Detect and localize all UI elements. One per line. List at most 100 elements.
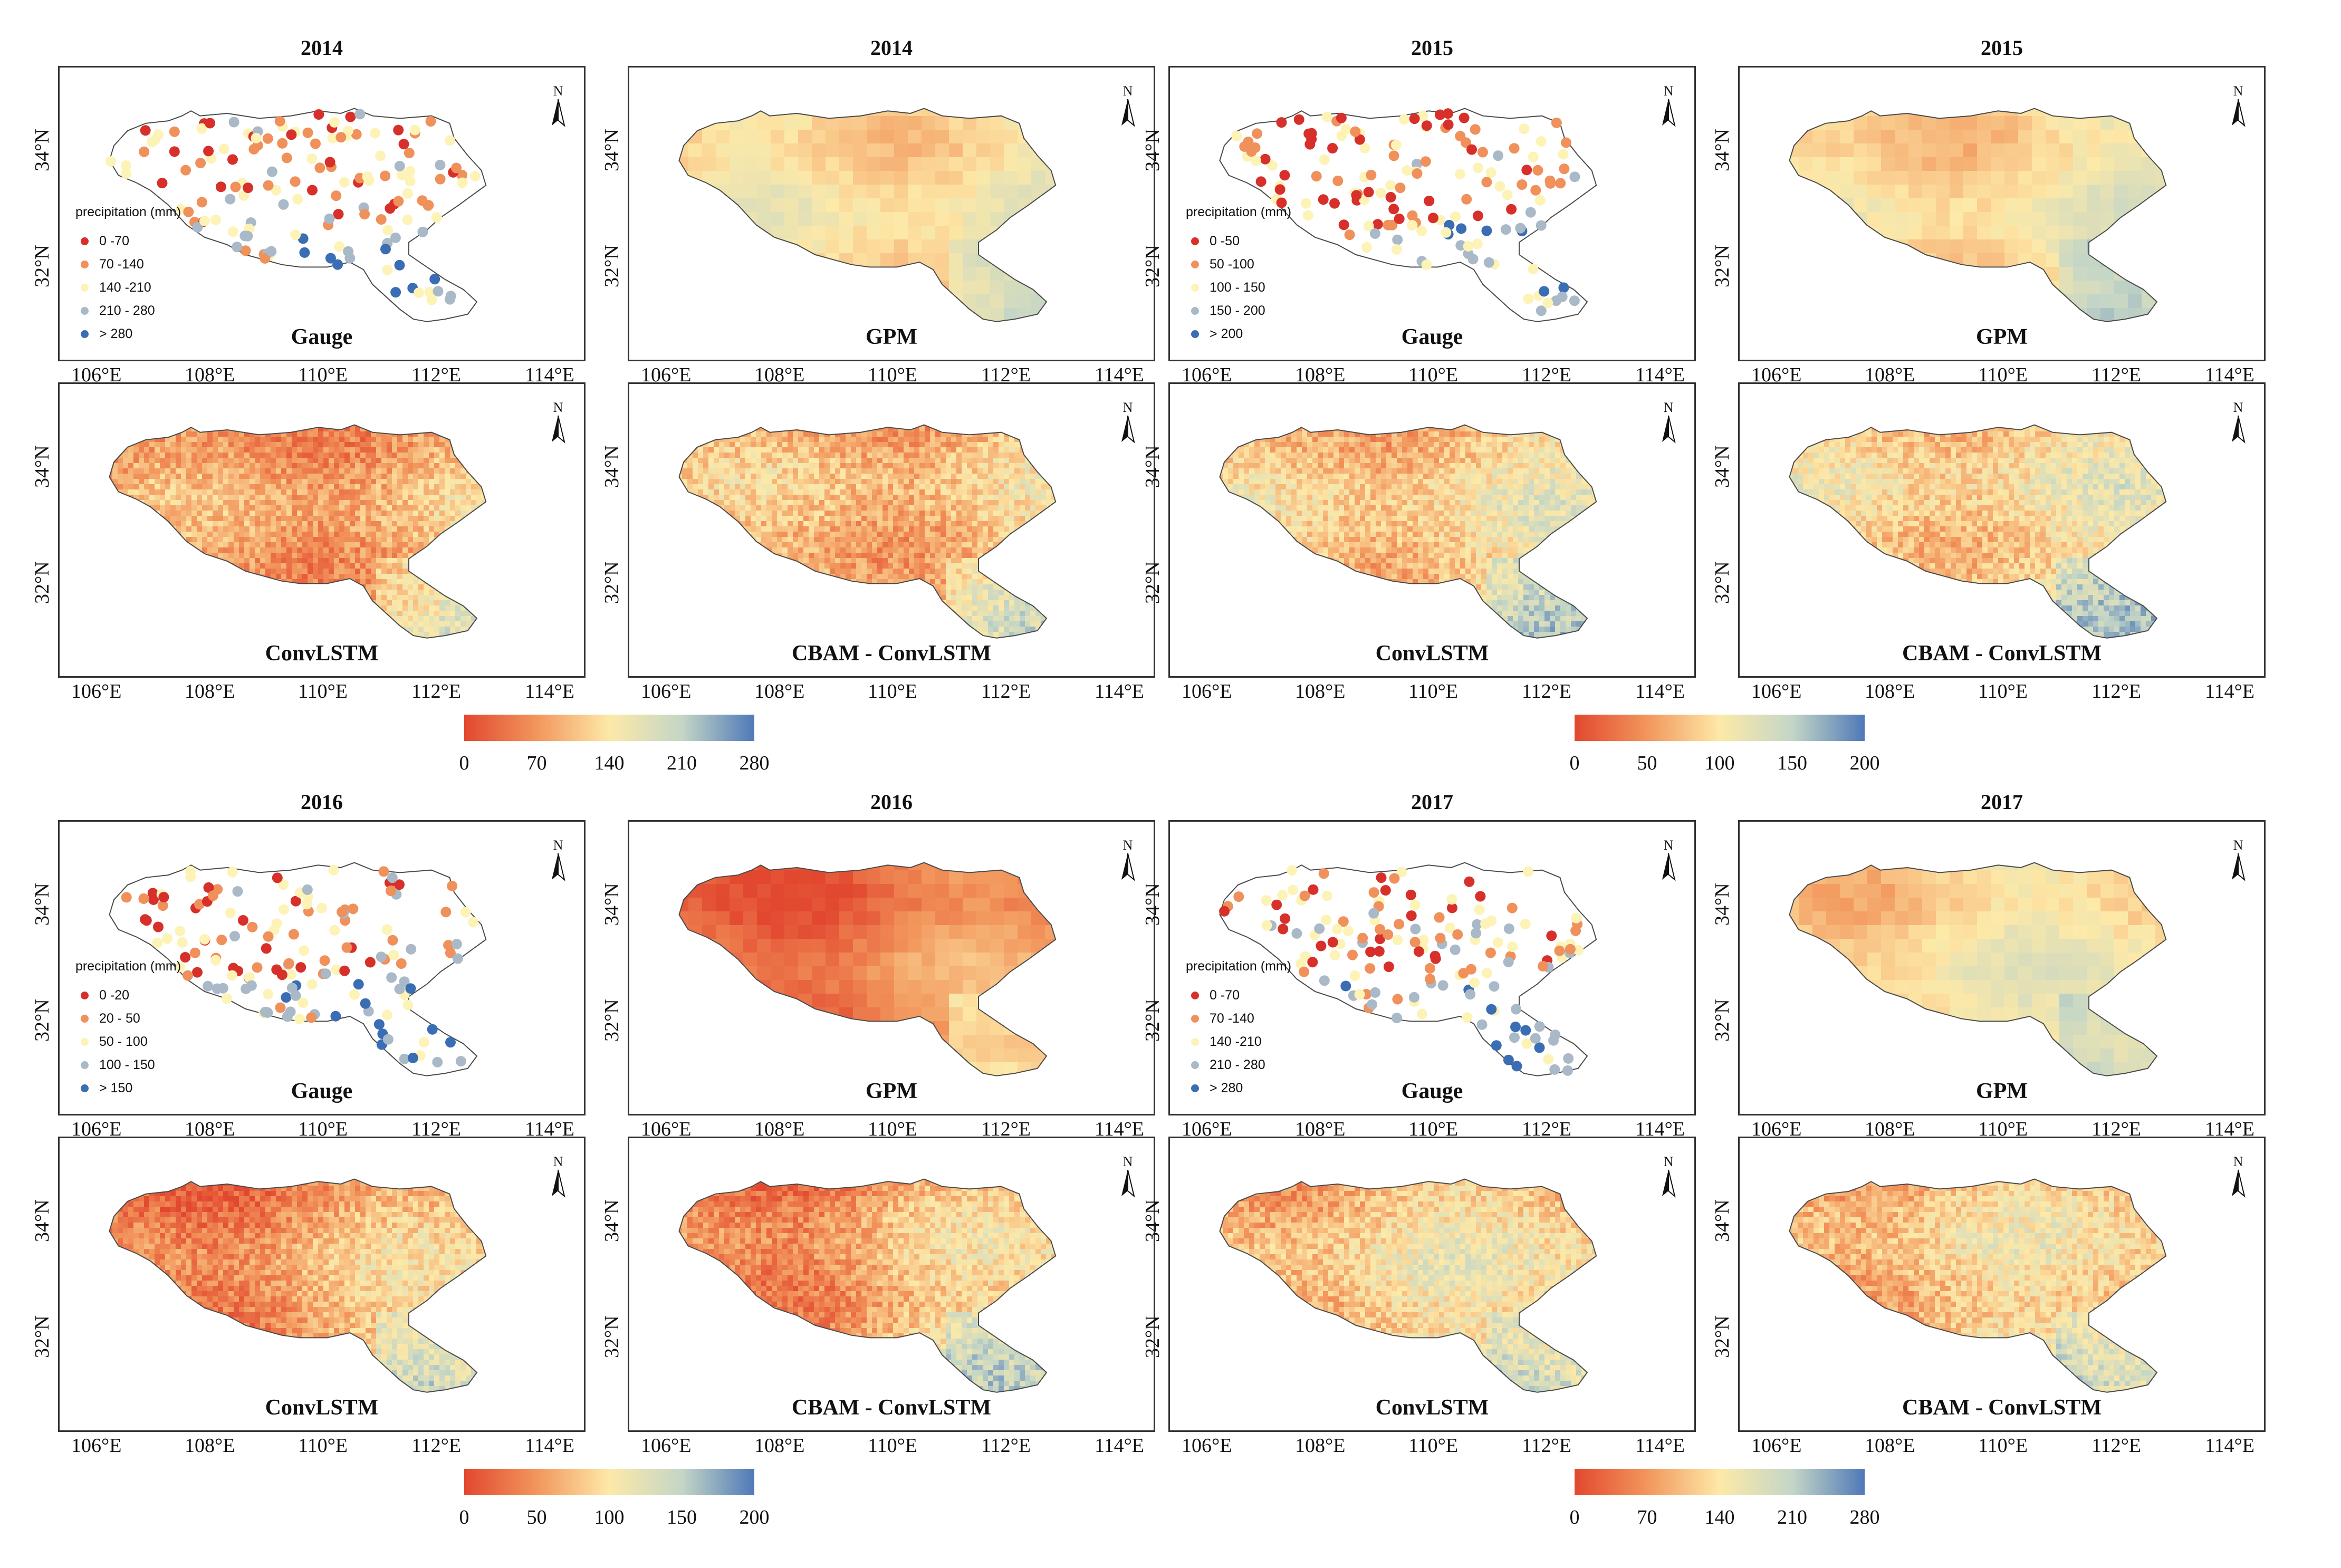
gauge-station (232, 886, 243, 897)
gauge-station (402, 999, 414, 1011)
map-panel: N CBAM - ConvLSTM 34°N 32°N 106°E 108°E 110°E 1… (601, 382, 1155, 715)
gauge-station (1545, 178, 1556, 189)
gauge-station (360, 998, 371, 1009)
gauge-station (1385, 180, 1396, 191)
gauge-station (1368, 908, 1379, 919)
gauge-station (230, 181, 241, 193)
gauge-station (1327, 143, 1338, 153)
legend-swatch (1191, 283, 1199, 292)
gauge-station (1450, 944, 1461, 955)
gauge-station (247, 921, 258, 932)
gauge-station (1511, 1004, 1522, 1015)
gauge-station (153, 921, 164, 932)
gauge-station (1276, 117, 1287, 128)
gauge-station (380, 170, 391, 181)
north-arrow-icon (552, 415, 565, 444)
gauge-station (1261, 895, 1272, 906)
legend-item: 70 -140 (1186, 1007, 1291, 1030)
gauge-station (1365, 946, 1376, 957)
x-tick-label: 106°E (71, 680, 121, 703)
panel-source-label: Gauge (137, 324, 506, 350)
legend-label: 140 -210 (1210, 1034, 1262, 1050)
map-frame: N (628, 820, 1155, 1115)
gauge-station (1465, 989, 1476, 1000)
gauge-station (1274, 184, 1285, 195)
colorbar-gradient (1575, 715, 1865, 741)
gauge-station (1392, 994, 1403, 1005)
gauge-station (1322, 890, 1332, 901)
gauge-station (1394, 213, 1405, 224)
gauge-station (1418, 935, 1429, 946)
north-label: N (542, 83, 574, 99)
colorbar-tick: 140 (1705, 1506, 1735, 1529)
north-arrow-icon (1662, 99, 1676, 127)
gauge-station (1550, 1030, 1561, 1041)
y-tick-label: 32°N (31, 245, 54, 287)
gauge-station (1549, 1064, 1560, 1075)
gauge-station (306, 979, 318, 990)
gauge-station (1558, 149, 1569, 160)
gauge-station (1413, 946, 1424, 957)
colorbar-tick: 210 (667, 752, 697, 775)
gauge-station (447, 880, 458, 891)
gauge-station (283, 958, 294, 969)
gauge-station (394, 879, 405, 890)
gauge-station (1291, 928, 1302, 939)
gauge-station (1500, 224, 1511, 235)
gauge-station (1441, 227, 1452, 238)
gauge-station (1365, 963, 1376, 974)
y-tick-label: 34°N (1711, 883, 1734, 926)
gauge-station (1546, 930, 1557, 941)
panel-source-label: ConvLSTM (137, 641, 506, 666)
gauge-station (266, 166, 277, 177)
panel-year-title: 2015 (1844, 35, 2160, 60)
gauge-station (313, 109, 324, 120)
colorbar-tick: 280 (740, 752, 770, 775)
gauge-station (1276, 197, 1287, 208)
gauge-station (1388, 204, 1399, 215)
gauge-station (1481, 225, 1492, 236)
north-arrow: N (1112, 1154, 1144, 1201)
gauge-station (455, 1056, 466, 1067)
gauge-station (1329, 198, 1340, 209)
gauge-station (299, 945, 310, 956)
y-tick-label: 34°N (31, 129, 54, 171)
gauge-station (427, 1024, 438, 1035)
gauge-station (302, 884, 313, 895)
gauge-station (1472, 919, 1483, 930)
gauge-station (435, 159, 446, 170)
gauge-station (1565, 944, 1576, 955)
x-tick-label: 106°E (641, 1434, 691, 1457)
gauge-station (1521, 165, 1532, 176)
gauge-station (248, 143, 260, 155)
gauge-station (1534, 195, 1546, 206)
gauge-station (388, 949, 399, 960)
gauge-station (1388, 150, 1399, 161)
gauge-station (390, 232, 401, 243)
gauge-station (263, 931, 274, 942)
legend-label: 70 -140 (1210, 1011, 1254, 1026)
panel-source-label: CBAM - ConvLSTM (1817, 641, 2186, 666)
gauge-station (1515, 223, 1526, 234)
gauge-station (1351, 190, 1362, 201)
gauge-station (261, 943, 272, 954)
gauge-station (1435, 932, 1446, 944)
legend-swatch (1191, 1084, 1199, 1092)
precipitation-legend: precipitation (mm) 0 -70 70 -140 140 -210 21… (1186, 959, 1291, 1100)
gauge-station (1319, 975, 1330, 986)
legend-item: 140 -210 (1186, 1030, 1291, 1053)
gauge-station (1471, 928, 1482, 939)
gauge-station (456, 170, 467, 180)
map-panel: N ConvLSTM 34°N 32°N 106°E 108°E 110°E 112°E 114… (31, 1137, 586, 1469)
gauge-station (1443, 119, 1454, 130)
gauge-station (1523, 293, 1534, 304)
gauge-station (1260, 153, 1271, 165)
gauge-station (370, 128, 380, 139)
legend-item: 0 -50 (1186, 229, 1291, 253)
gauge-station (1573, 945, 1584, 956)
gauge-station (1299, 966, 1310, 977)
gauge-station (1417, 110, 1428, 121)
gauge-station (362, 171, 373, 182)
basin-outline (1219, 862, 1597, 1076)
